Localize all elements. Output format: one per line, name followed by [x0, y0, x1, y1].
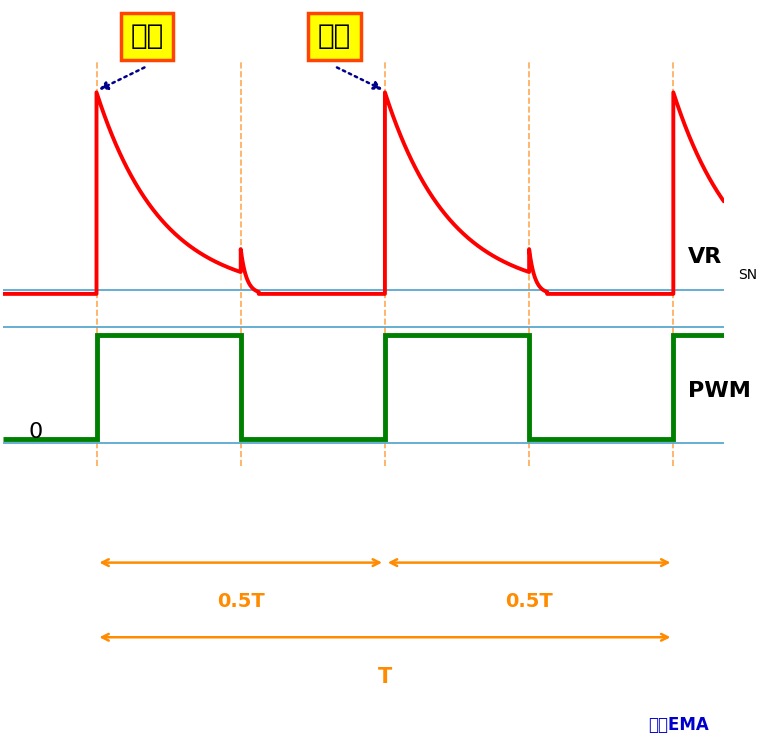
Text: SN: SN	[738, 268, 758, 282]
Text: 0.5T: 0.5T	[217, 593, 264, 611]
Text: 百芯EMA: 百芯EMA	[648, 717, 709, 734]
Text: 充电: 充电	[318, 23, 351, 50]
Text: 0: 0	[28, 422, 43, 442]
Text: 放电: 放电	[131, 23, 163, 50]
Text: T: T	[378, 667, 392, 687]
Text: 0.5T: 0.5T	[505, 593, 553, 611]
Text: PWM: PWM	[688, 381, 751, 401]
Text: VR: VR	[688, 247, 722, 266]
